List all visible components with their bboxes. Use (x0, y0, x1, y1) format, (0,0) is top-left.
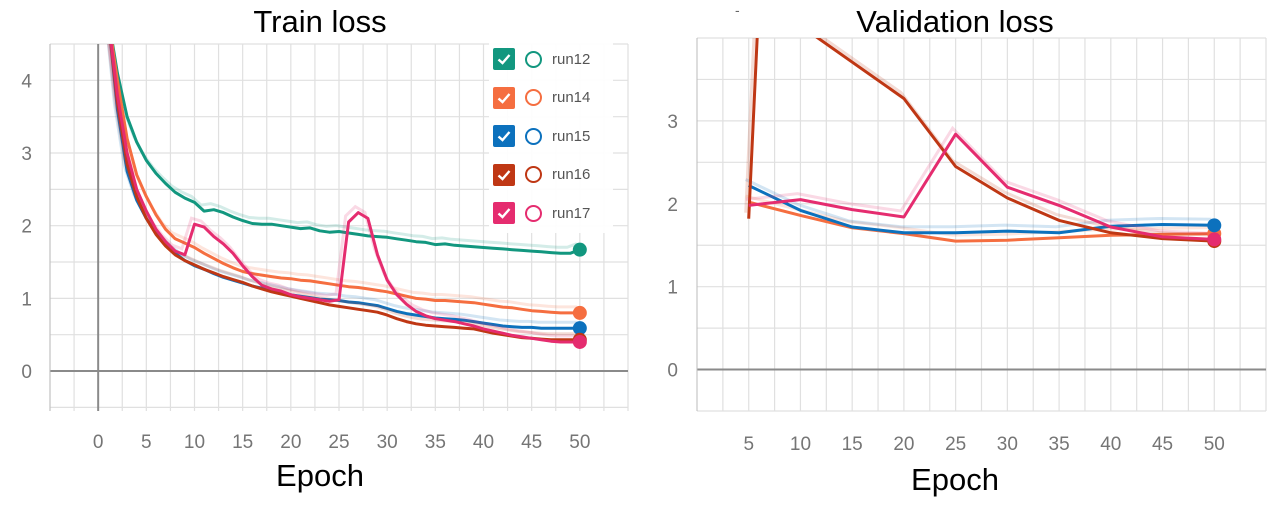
legend-label: run14 (552, 89, 591, 107)
series-line-run15 (748, 184, 1215, 235)
series-line-run17 (748, 132, 1215, 241)
series-end-point-run15 (1207, 218, 1222, 233)
circle-outline-icon[interactable] (525, 50, 542, 68)
x-tick-label: 5 (141, 432, 152, 453)
train-loss-xlabel: Epoch (276, 458, 364, 493)
x-tick-label: 45 (1152, 434, 1173, 455)
y-tick-label: 3 (667, 112, 678, 133)
legend: run12 run14 run15 run16 run17 (489, 40, 613, 233)
checkbox-checked-icon[interactable] (493, 202, 515, 225)
legend-label: run16 (552, 166, 591, 184)
circle-outline-icon[interactable] (525, 204, 542, 222)
y-tick-label: 3 (21, 144, 32, 165)
train-loss-title: Train loss (253, 4, 387, 39)
validation-loss-title: Validation loss (856, 4, 1054, 39)
checkbox-checked-icon[interactable] (493, 48, 515, 71)
series-shadow-run12 (109, 44, 578, 249)
y-tick-label: 1 (21, 289, 32, 310)
series-line-run16 (109, 44, 580, 342)
series-shadow-run15 (745, 178, 1212, 229)
plot-area (744, 38, 1215, 243)
x-tick-label: 20 (893, 434, 914, 455)
x-tick-label: 20 (280, 432, 301, 453)
series-end-point-run14 (572, 305, 587, 320)
x-tick-label: 0 (93, 432, 104, 453)
y-tick-label: 2 (21, 217, 32, 238)
y-tick-label: 2 (667, 195, 678, 216)
plot-area (106, 44, 581, 344)
checkbox-checked-icon[interactable] (493, 163, 515, 186)
y-tick-label: 1 (667, 278, 678, 299)
series-shadow-run17 (745, 125, 1212, 235)
series-end-point-run15 (572, 321, 587, 336)
circle-outline-icon[interactable] (525, 89, 542, 107)
checkbox-checked-icon[interactable] (493, 125, 515, 148)
x-tick-label: 50 (1204, 434, 1225, 455)
circle-outline-icon[interactable] (525, 127, 542, 145)
x-tick-label: 25 (945, 434, 966, 455)
x-tick-label: 10 (790, 434, 811, 455)
x-tick-label: 35 (1049, 434, 1070, 455)
y-tick-label: 4 (21, 71, 32, 92)
series-end-point-run17 (572, 334, 587, 349)
legend-item-run12[interactable]: run12 (489, 40, 613, 79)
validation-loss-chart: 5 10 15 20 25 30 35 40 45 50 0 1 2 3 (667, 37, 1267, 455)
x-tick-label: 45 (521, 432, 542, 453)
circle-outline-icon[interactable] (525, 166, 542, 184)
legend-label: run12 (552, 50, 591, 68)
panel-mark: - (735, 2, 740, 18)
x-tick-label: 5 (743, 434, 754, 455)
x-tick-label: 15 (842, 434, 863, 455)
x-tick-label: 30 (377, 432, 398, 453)
x-tick-label: 30 (997, 434, 1018, 455)
validation-loss-panel: - Validation loss 5 10 15 20 25 30 35 40 45 50 0 1 2… (640, 0, 1270, 517)
checkbox-checked-icon[interactable] (493, 86, 515, 109)
legend-item-run15[interactable]: run15 (489, 117, 613, 156)
series-end-point-run12 (572, 242, 587, 257)
x-tick-label: 35 (425, 432, 446, 453)
x-tick-label: 10 (184, 432, 205, 453)
validation-loss-xlabel: Epoch (911, 462, 999, 497)
x-tick-label: 40 (473, 432, 494, 453)
series-end-point-run17 (1207, 232, 1222, 247)
series-shadow-run16 (744, 38, 1212, 237)
legend-item-run17[interactable]: run17 (489, 194, 613, 233)
train-loss-panel: Train loss 0 5 10 15 20 25 30 35 40 45 50 0 1 2 3 4 Epo… (21, 4, 629, 493)
legend-label: run17 (552, 204, 591, 222)
series-line-run16 (747, 38, 1215, 243)
legend-label: run15 (552, 127, 591, 145)
series-line-run14 (110, 44, 580, 315)
series-line-run12 (111, 44, 581, 255)
x-tick-label: 25 (328, 432, 349, 453)
x-tick-label: 40 (1100, 434, 1121, 455)
legend-item-run16[interactable]: run16 (489, 156, 613, 195)
series-shadow-run17 (107, 44, 577, 338)
y-tick-label: 0 (667, 361, 678, 382)
series-shadow-run14 (745, 194, 1212, 237)
legend-item-run14[interactable]: run14 (489, 79, 613, 118)
y-tick-label: 0 (21, 362, 32, 383)
x-tick-label: 15 (232, 432, 253, 453)
x-tick-label: 50 (569, 432, 590, 453)
series-line-run17 (109, 44, 580, 344)
